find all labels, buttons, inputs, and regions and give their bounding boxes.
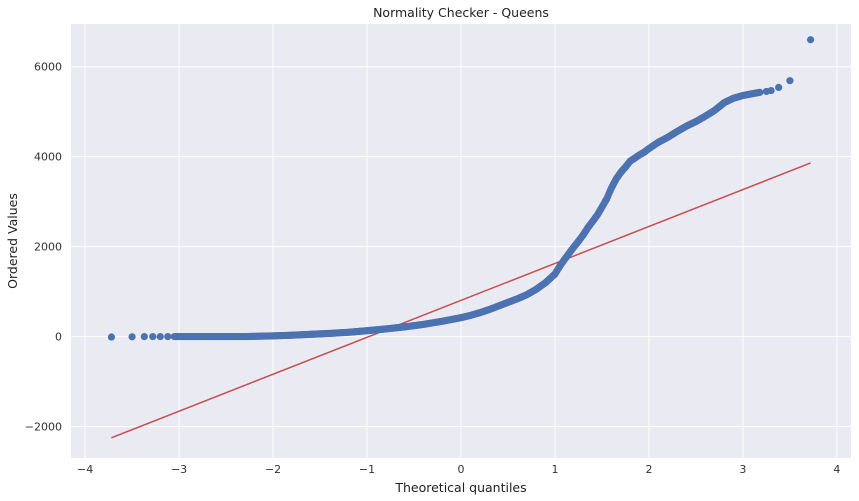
- data-point: [107, 333, 116, 341]
- y-axis-ticks: −2000 0 2000 4000 6000: [25, 61, 62, 434]
- y-tick-label: −2000: [25, 421, 62, 434]
- y-tick-label: 0: [55, 331, 62, 344]
- fit-line: [111, 162, 811, 439]
- data-point: [786, 77, 794, 85]
- x-axis-ticks: −4 −3 −2 −1 0 1 2 3 4: [77, 463, 840, 476]
- y-axis-label: Ordered Values: [5, 193, 20, 289]
- data-points-layer: [107, 36, 815, 341]
- x-tick-label: 2: [645, 463, 652, 476]
- data-point: [767, 86, 775, 95]
- x-tick-label: 4: [833, 463, 840, 476]
- fit-line-layer: [111, 162, 811, 439]
- data-point: [775, 83, 783, 92]
- x-axis-label: Theoretical quantiles: [394, 480, 526, 495]
- y-tick-label: 2000: [34, 241, 62, 254]
- data-point: [156, 332, 164, 341]
- data-point: [128, 333, 136, 341]
- data-point: [149, 332, 157, 341]
- data-point: [164, 332, 172, 341]
- x-tick-label: −4: [77, 463, 93, 476]
- x-tick-label: −3: [171, 463, 187, 476]
- chart-title: Normality Checker - Queens: [373, 5, 549, 20]
- x-tick-label: 3: [739, 463, 746, 476]
- data-point: [140, 332, 148, 341]
- y-tick-label: 4000: [34, 151, 62, 164]
- data-point: [756, 88, 764, 96]
- data-point: [806, 36, 815, 44]
- x-tick-label: −1: [359, 463, 375, 476]
- x-tick-label: 1: [551, 463, 558, 476]
- y-tick-label: 6000: [34, 61, 62, 74]
- x-tick-label: 0: [458, 463, 465, 476]
- x-tick-label: −2: [265, 463, 281, 476]
